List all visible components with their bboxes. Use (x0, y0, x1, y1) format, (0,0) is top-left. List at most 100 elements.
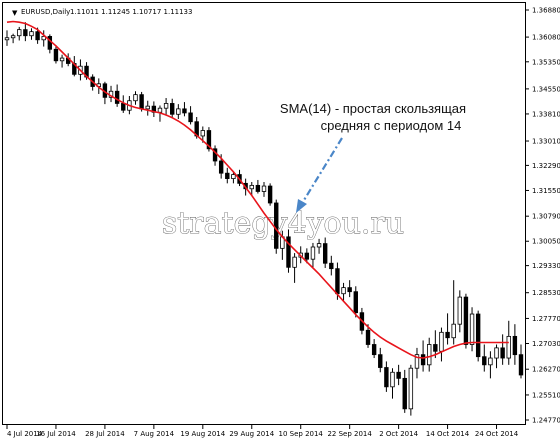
candle (500, 334, 505, 365)
header-triangle-icon: ▼ (12, 9, 18, 17)
candle (329, 255, 334, 276)
candle-body-bull (200, 130, 206, 137)
y-tick-label: 1.33810 (532, 110, 560, 118)
candle (451, 280, 456, 345)
candle (316, 238, 322, 254)
candle-body-bull (10, 35, 16, 39)
candle (322, 237, 328, 268)
y-tick-label: 1.35350 (532, 58, 560, 66)
candle (518, 344, 524, 379)
candle-body-bull (59, 57, 65, 62)
candle-body-bear (53, 48, 59, 62)
candle-body-bull (292, 256, 297, 268)
candle (4, 30, 10, 46)
y-tick-label: 1.36880 (532, 7, 560, 15)
candle-body-bull (414, 354, 420, 369)
candle-body-bear (384, 367, 389, 388)
candle (133, 91, 138, 105)
candle-body-bear (475, 313, 481, 358)
watermark: strategy4you.ru (162, 206, 404, 241)
candle-body-bear (353, 291, 358, 314)
candle-body-bull (408, 367, 414, 410)
candle (206, 127, 212, 152)
x-tick-label: 14 Oct 2014 (426, 430, 470, 438)
y-tick-label: 1.36080 (532, 34, 560, 42)
candle-body-bull (29, 31, 34, 37)
candle (249, 181, 254, 196)
annotation-line-2: средняя с периодом 14 (321, 118, 462, 133)
candle (17, 26, 22, 41)
candle-body-bull (176, 108, 181, 115)
candle (267, 183, 273, 206)
candle-body-bear (402, 377, 407, 410)
candle (304, 248, 310, 264)
candle (59, 54, 65, 68)
candle-body-bull (451, 323, 456, 339)
candle-body-bear (322, 243, 328, 264)
candle (445, 313, 450, 345)
y-tick-label: 1.25510 (532, 391, 560, 399)
candle-body-bear (139, 94, 144, 110)
candle-body-bear (463, 296, 469, 345)
candle (494, 344, 499, 369)
candle (384, 361, 389, 392)
candle-body-bear (206, 130, 212, 150)
y-tick-label: 1.24770 (532, 417, 560, 425)
x-tick-label: 22 Sep 2014 (327, 430, 372, 438)
candle (475, 310, 481, 362)
y-tick-label: 1.26270 (532, 366, 560, 374)
y-axis: 1.36880 1.36080 1.35350 1.34550 1.33810 1.330… (525, 7, 560, 425)
candle-body-bull (457, 296, 463, 325)
annotation-arrow-head (296, 199, 307, 213)
candle (23, 22, 28, 42)
candle-body-bear (47, 36, 53, 50)
x-tick-label: 7 Aug 2014 (134, 430, 175, 438)
candle-body-bull (133, 94, 138, 102)
candle-body-bear (286, 236, 291, 268)
candle (29, 28, 34, 40)
candle (41, 30, 46, 47)
candle (261, 181, 267, 197)
candle-body-bull (439, 331, 444, 352)
candle (457, 290, 463, 333)
candle (463, 293, 469, 349)
candle (182, 102, 187, 117)
header-symbol: EURUSD,Daily (21, 8, 70, 16)
y-tick-label: 1.31550 (532, 187, 560, 195)
plot-frame (2, 2, 526, 425)
sma-line (6, 20, 509, 359)
candle (433, 330, 438, 359)
candle-body-bull (316, 243, 322, 248)
candle-body-bull (427, 344, 432, 366)
candle-body-bull (4, 37, 10, 41)
candle-body-bear (518, 354, 524, 376)
x-tick-label: 29 Aug 2014 (229, 430, 274, 438)
candle-body-bear (35, 31, 40, 41)
candle (482, 344, 487, 372)
candle (225, 167, 230, 184)
candle-body-bear (218, 160, 224, 174)
candle (427, 337, 432, 372)
candle (420, 340, 426, 372)
candle-body-bear (274, 202, 279, 249)
candle-body-bear (371, 344, 377, 356)
candle (402, 369, 407, 413)
candle-body-bull (145, 105, 150, 110)
candle (396, 364, 401, 386)
candle-body-bear (225, 172, 230, 180)
y-tick-label: 1.27770 (532, 315, 560, 323)
annotation-arrow-shaft (300, 137, 343, 206)
candle-body-bull (310, 246, 316, 260)
header-ohlc: 1.11011 1.11245 1.10717 1.11133 (70, 8, 192, 16)
candle (512, 324, 518, 365)
candle-body-bear (378, 354, 383, 368)
candle-body-bull (469, 313, 475, 345)
candle (188, 106, 193, 125)
candle (469, 307, 475, 352)
candle (274, 199, 279, 254)
candle-body-bear (255, 184, 261, 192)
